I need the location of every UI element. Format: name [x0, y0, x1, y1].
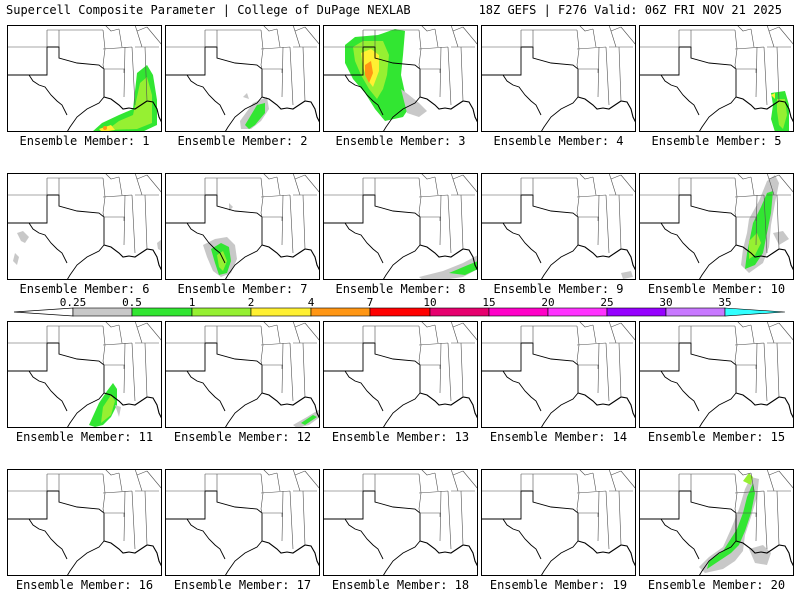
color-scale-bar: 0.25 0.5 1 2 4 7 10 15 20 25 30 35	[13, 296, 786, 317]
colorbar-segment	[547, 307, 608, 317]
colorbar-label: 0.5	[122, 296, 142, 309]
colorbar-segment	[191, 307, 252, 317]
member-label: Ensemble Member: 12	[173, 430, 312, 444]
member-label: Ensemble Member: 15	[647, 430, 786, 444]
member-map	[481, 469, 636, 576]
member-map-panel	[165, 321, 320, 428]
member-label: Ensemble Member: 5	[651, 134, 782, 148]
member-label: Ensemble Member: 19	[489, 578, 628, 592]
member-map	[165, 173, 320, 280]
member-label: Ensemble Member: 13	[331, 430, 470, 444]
member-label: Ensemble Member: 11	[15, 430, 154, 444]
colorbar-segment	[606, 307, 667, 317]
member-label: Ensemble Member: 14	[489, 430, 628, 444]
member-label: Ensemble Member: 2	[177, 134, 308, 148]
colorbar-segment	[310, 307, 371, 317]
colorbar-label: 25	[600, 296, 613, 309]
colorbar-label: 20	[541, 296, 554, 309]
colorbar-label: 10	[423, 296, 436, 309]
colorbar-label: 15	[482, 296, 495, 309]
member-label: Ensemble Member: 3	[335, 134, 466, 148]
colorbar-label: 30	[659, 296, 672, 309]
member-map-panel	[165, 25, 320, 132]
colorbar-segment	[72, 307, 133, 317]
member-map	[481, 25, 636, 132]
member-map	[7, 321, 162, 428]
member-map-panel	[481, 173, 636, 280]
colorbar-label: 2	[248, 296, 255, 309]
member-map	[165, 25, 320, 132]
member-map-panel	[7, 321, 162, 428]
member-map-panel	[639, 469, 794, 576]
member-map-panel	[323, 25, 478, 132]
member-map-panel	[639, 173, 794, 280]
member-map	[481, 321, 636, 428]
colorbar-segment	[429, 307, 490, 317]
member-map-panel	[7, 173, 162, 280]
member-map	[639, 173, 794, 280]
member-label: Ensemble Member: 18	[331, 578, 470, 592]
page-title: Supercell Composite Parameter | College …	[6, 3, 411, 17]
member-map-panel	[639, 321, 794, 428]
member-map	[165, 321, 320, 428]
colorbar-label: 4	[308, 296, 315, 309]
member-map-panel	[323, 469, 478, 576]
member-map-panel	[323, 321, 478, 428]
member-map-panel	[481, 469, 636, 576]
member-label: Ensemble Member: 7	[177, 282, 308, 296]
member-map-panel	[165, 469, 320, 576]
colorbar-segment	[131, 307, 193, 317]
member-map	[165, 469, 320, 576]
colorbar-label: 7	[367, 296, 374, 309]
member-label: Ensemble Member: 1	[19, 134, 150, 148]
colorbar-label: 0.25	[60, 296, 87, 309]
member-map	[323, 321, 478, 428]
member-map	[323, 25, 478, 132]
member-label: Ensemble Member: 4	[493, 134, 624, 148]
member-label: Ensemble Member: 16	[15, 578, 154, 592]
member-map	[481, 173, 636, 280]
colorbar-segment	[250, 307, 312, 317]
member-label: Ensemble Member: 10	[647, 282, 786, 296]
colorbar-segment	[488, 307, 549, 317]
colorbar-segment	[724, 307, 786, 317]
run-info: 18Z GEFS | F276 Valid: 06Z FRI NOV 21 20…	[478, 3, 782, 17]
member-map-panel	[481, 321, 636, 428]
member-map-panel	[7, 469, 162, 576]
member-map	[7, 173, 162, 280]
member-map-panel	[165, 173, 320, 280]
colorbar-segment	[369, 307, 431, 317]
member-map	[639, 25, 794, 132]
member-map	[639, 469, 794, 576]
member-map	[323, 173, 478, 280]
member-label: Ensemble Member: 6	[19, 282, 150, 296]
colorbar-segment	[665, 307, 726, 317]
member-map-panel	[481, 25, 636, 132]
member-map-panel	[639, 25, 794, 132]
colorbar-min-tip	[13, 307, 74, 317]
member-label: Ensemble Member: 8	[335, 282, 466, 296]
member-map	[323, 469, 478, 576]
colorbar-label: 35	[718, 296, 731, 309]
member-map-panel	[7, 25, 162, 132]
colorbar-label: 1	[189, 296, 196, 309]
member-label: Ensemble Member: 17	[173, 578, 312, 592]
member-map-panel	[323, 173, 478, 280]
member-map	[639, 321, 794, 428]
member-label: Ensemble Member: 9	[493, 282, 624, 296]
member-label: Ensemble Member: 20	[647, 578, 786, 592]
member-map	[7, 469, 162, 576]
member-map	[7, 25, 162, 132]
